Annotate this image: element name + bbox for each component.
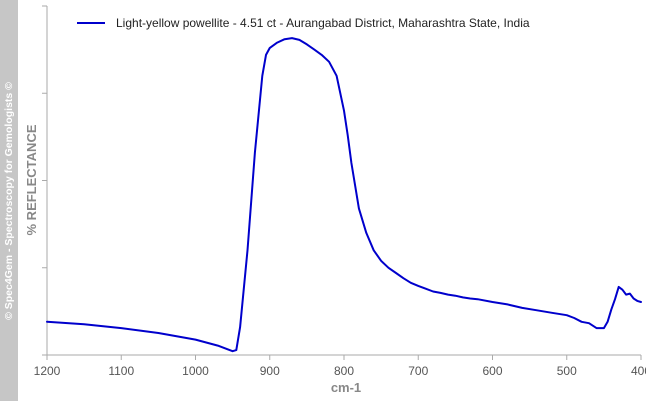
x-axis: 1200 1100 1000 900 800 700 600 500 400 [34, 354, 646, 378]
x-tick-label: 1000 [182, 364, 209, 378]
legend: Light-yellow powellite - 4.51 ct - Auran… [77, 16, 530, 30]
watermark-text: © Spec4Gem - Spectroscopy for Gemologist… [3, 82, 15, 320]
x-tick-label: 800 [334, 364, 354, 378]
series-line-powellite [46, 37, 642, 353]
x-tick-label: 500 [557, 364, 577, 378]
watermark-band [0, 0, 18, 401]
y-axis-title: % REFLECTANCE [24, 124, 39, 235]
y-axis [42, 5, 48, 356]
x-tick-label: 600 [482, 364, 502, 378]
x-tick-label: 400 [631, 364, 646, 378]
x-tick-label: 700 [408, 364, 428, 378]
legend-label: Light-yellow powellite - 4.51 ct - Auran… [116, 16, 530, 30]
x-tick-label: 1100 [108, 364, 134, 378]
x-tick-label: 1200 [34, 364, 61, 378]
x-axis-title: cm-1 [331, 380, 361, 395]
x-tick-label: 900 [260, 364, 280, 378]
